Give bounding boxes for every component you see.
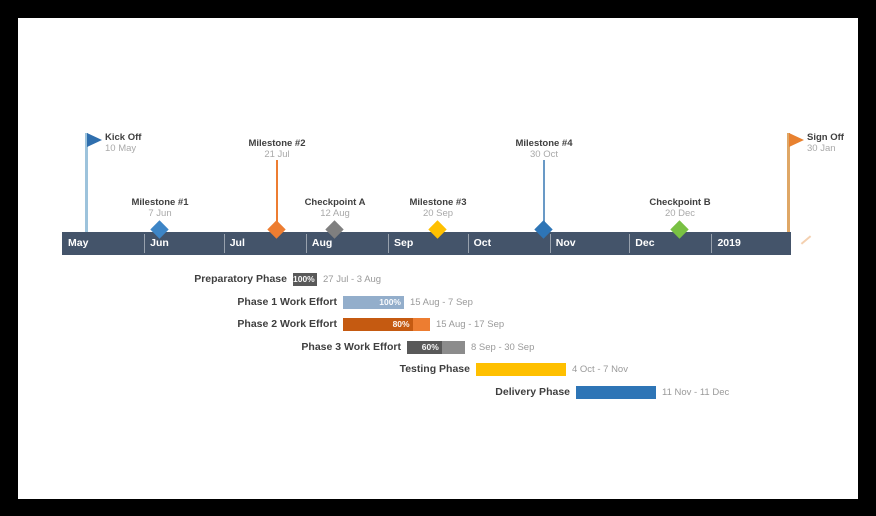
milestone-label: Checkpoint B 20 Dec xyxy=(610,197,750,219)
task-dates: 4 Oct - 7 Nov xyxy=(572,364,628,375)
month-label: Jun xyxy=(150,237,169,249)
milestone-name: Sign Off xyxy=(807,132,844,143)
task-progress-fill xyxy=(576,386,656,399)
month-label: Oct xyxy=(473,237,492,249)
milestone-stem xyxy=(787,133,790,232)
month-tick xyxy=(629,234,631,253)
milestone-name: Checkpoint B xyxy=(649,197,711,208)
month-tick xyxy=(711,234,713,253)
milestone-label: Milestone #4 30 Oct xyxy=(474,138,614,160)
task-dates: 15 Aug - 17 Sep xyxy=(436,319,505,330)
task-label: Phase 3 Work Effort xyxy=(301,341,401,353)
task-bar[interactable]: 60% xyxy=(407,341,465,354)
month-label: Sep xyxy=(394,237,414,249)
milestone-label: Milestone #3 20 Sep xyxy=(368,197,508,219)
stray-mark xyxy=(800,235,812,245)
milestone-name: Kick Off xyxy=(105,132,142,143)
milestone-name: Milestone #2 xyxy=(248,138,306,149)
month-label: May xyxy=(68,237,89,249)
milestone-stem xyxy=(85,133,88,232)
milestone-name: Checkpoint A xyxy=(304,197,366,208)
milestone-name: Milestone #3 xyxy=(409,197,467,208)
milestone-date: 30 Jan xyxy=(807,143,836,154)
task-bar[interactable]: 100% xyxy=(343,296,404,309)
milestone-date: 30 Oct xyxy=(530,149,558,160)
task-bar[interactable] xyxy=(476,363,566,376)
milestone-date: 12 Aug xyxy=(320,208,350,219)
task-label: Delivery Phase xyxy=(495,386,570,398)
month-tick xyxy=(305,234,307,253)
timeline-canvas: May Jun Jul Aug Sep Oct Nov Dec 2019 Kick Off 10 … xyxy=(18,18,858,499)
milestone-label: Milestone #1 7 Jun xyxy=(90,197,230,219)
task-progress-fill: 100% xyxy=(343,296,404,309)
month-tick xyxy=(388,234,390,253)
month-label: Nov xyxy=(555,237,576,249)
task-progress-fill: 100% xyxy=(293,273,317,286)
milestone-date: 7 Jun xyxy=(148,208,172,219)
milestone-label: Milestone #2 21 Jul xyxy=(207,138,347,160)
milestone-date: 10 May xyxy=(105,143,137,154)
milestone-date: 20 Sep xyxy=(422,208,454,219)
task-bar[interactable]: 100% xyxy=(293,273,317,286)
task-dates: 8 Sep - 30 Sep xyxy=(471,342,535,353)
task-dates: 27 Jul - 3 Aug xyxy=(323,274,382,285)
month-tick xyxy=(549,234,551,253)
flag-icon[interactable] xyxy=(789,133,804,147)
task-label: Phase 1 Work Effort xyxy=(237,296,337,308)
milestone-label: Kick Off 10 May xyxy=(105,132,195,154)
milestone-name: Milestone #1 xyxy=(131,197,189,208)
task-label: Preparatory Phase xyxy=(194,273,287,285)
timeline-band[interactable]: May Jun Jul Aug Sep Oct Nov Dec 2019 xyxy=(62,232,791,255)
milestone-label: Sign Off 30 Jan xyxy=(807,132,858,154)
task-bar[interactable]: 80% xyxy=(343,318,430,331)
month-label: Jul xyxy=(229,237,245,249)
task-progress-fill: 80% xyxy=(343,318,413,331)
month-tick xyxy=(223,234,225,253)
task-dates: 15 Aug - 7 Sep xyxy=(410,297,473,308)
month-label: 2019 xyxy=(717,237,741,249)
task-dates: 11 Nov - 11 Dec xyxy=(662,387,730,398)
month-label: Aug xyxy=(311,237,333,249)
task-progress-fill: 60% xyxy=(407,341,442,354)
month-tick xyxy=(467,234,469,253)
task-progress-fill xyxy=(476,363,566,376)
task-bar[interactable] xyxy=(576,386,656,399)
milestone-date: 21 Jul xyxy=(264,149,290,160)
flag-icon[interactable] xyxy=(87,133,102,147)
milestone-name: Milestone #4 xyxy=(515,138,573,149)
milestone-stem xyxy=(543,160,545,224)
milestone-label: Checkpoint A 12 Aug xyxy=(265,197,405,219)
milestone-date: 20 Dec xyxy=(664,208,696,219)
month-label: Dec xyxy=(635,237,655,249)
task-label: Phase 2 Work Effort xyxy=(237,318,337,330)
milestone-stem xyxy=(276,160,278,224)
month-tick xyxy=(144,234,146,253)
task-label: Testing Phase xyxy=(399,363,470,375)
